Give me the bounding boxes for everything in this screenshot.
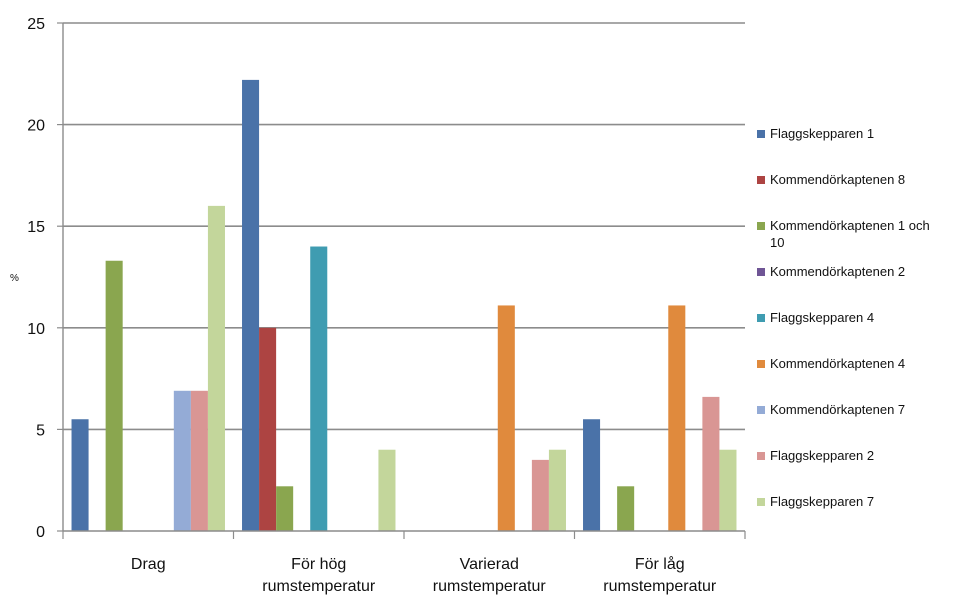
- bar: [702, 396, 720, 531]
- legend-swatch: [757, 498, 765, 506]
- bar: [242, 79, 260, 532]
- bar: [276, 486, 294, 531]
- bar: [259, 327, 277, 531]
- bar: [497, 305, 515, 531]
- x-category-label: rumstemperatur: [262, 578, 376, 595]
- legend-swatch: [757, 268, 765, 276]
- y-tick-labels: 0 5 10 15 20 25: [27, 16, 45, 541]
- y-axis-label: %: [10, 273, 19, 284]
- y-tick-label: 25: [27, 16, 45, 33]
- y-tick-label: 10: [27, 321, 45, 338]
- y-tick-label: 20: [27, 118, 45, 135]
- x-category-label: För låg: [635, 555, 685, 573]
- bar: [105, 260, 123, 531]
- x-category-label: rumstemperatur: [603, 578, 717, 595]
- bar: [71, 419, 89, 531]
- bars: [71, 79, 737, 532]
- bar: [310, 246, 328, 531]
- bar: [190, 390, 208, 531]
- axes: [57, 22, 746, 539]
- bar: [617, 486, 635, 531]
- bar: [548, 449, 566, 531]
- legend-swatch: [757, 176, 765, 184]
- legend-label: Flaggskepparen 7: [770, 494, 874, 509]
- x-category-label: För hög: [291, 556, 346, 573]
- y-tick-label: 0: [36, 524, 45, 541]
- bar: [531, 459, 549, 531]
- legend-label: Kommendörkaptenen 8: [770, 172, 905, 187]
- legend-label: 10: [770, 235, 784, 250]
- legend-swatch: [757, 406, 765, 414]
- legend-label: Kommendörkaptenen 4: [770, 356, 905, 371]
- legend-swatch: [757, 130, 765, 138]
- legend: Flaggskepparen 1 Kommendörkaptenen 8 Komme…: [757, 126, 930, 509]
- legend-label: Kommendörkaptenen 7: [770, 402, 905, 417]
- legend-label: Flaggskepparen 2: [770, 448, 874, 463]
- y-tick-label: 15: [27, 219, 45, 236]
- legend-label: Flaggskepparen 1: [770, 126, 874, 141]
- x-category-labels: Drag För hög rumstemperatur Varierad rumstem…: [131, 555, 717, 595]
- bar: [207, 205, 225, 531]
- x-category-label: rumstemperatur: [433, 578, 547, 595]
- bar: [719, 449, 737, 531]
- x-category-label: Drag: [131, 556, 166, 573]
- bar: [583, 419, 601, 531]
- legend-swatch: [757, 360, 765, 368]
- legend-label: Flaggskepparen 4: [770, 310, 874, 325]
- legend-swatch: [757, 222, 765, 230]
- legend-swatch: [757, 314, 765, 322]
- legend-swatch: [757, 452, 765, 460]
- bar: [378, 449, 396, 531]
- legend-label: Kommendörkaptenen 2: [770, 264, 905, 279]
- gridlines: [63, 22, 745, 431]
- bar: [173, 390, 191, 531]
- legend-label: Kommendörkaptenen 1 och: [770, 218, 930, 233]
- x-category-label: Varierad: [460, 556, 519, 573]
- bar: [668, 305, 686, 531]
- y-tick-label: 5: [36, 422, 45, 439]
